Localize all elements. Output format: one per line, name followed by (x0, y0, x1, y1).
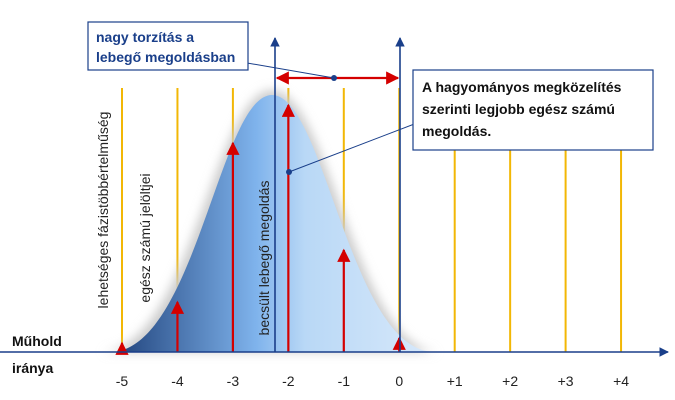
bell-curve (110, 95, 435, 352)
tick-label: +2 (502, 373, 518, 389)
tick-label: +1 (447, 373, 463, 389)
tick-label: +4 (613, 373, 629, 389)
vertical-label: lehetséges fázistöbbértelműség (95, 112, 111, 309)
callout-text: A hagyományos megközelítés (422, 79, 622, 95)
vertical-label: egész számú jelöltjei (137, 173, 153, 302)
tick-label: -2 (282, 373, 295, 389)
vertical-label: becsült lebegő megoldás (256, 181, 272, 336)
satellite-label: iránya (12, 360, 53, 376)
tick-label: -3 (227, 373, 240, 389)
tick-labels: -5 -4 -3 -2 -1 0 +1 +2 +3 +4 (116, 373, 629, 389)
tick-label: -4 (171, 373, 184, 389)
leader (288, 117, 431, 173)
tick-label: -5 (116, 373, 129, 389)
callout-text: megoldás. (422, 123, 491, 139)
callout-box (87, 21, 249, 71)
callout-text: szerinti legjobb egész számú (422, 101, 615, 117)
callout-text: nagy torzítás a (96, 29, 194, 45)
tick-label: -1 (338, 373, 351, 389)
tick-label: +3 (558, 373, 574, 389)
callout-text: lebegő megoldásban (96, 49, 235, 65)
tick-label: 0 (395, 373, 403, 389)
satellite-label: Műhold (12, 333, 62, 349)
callout-box (412, 69, 654, 151)
